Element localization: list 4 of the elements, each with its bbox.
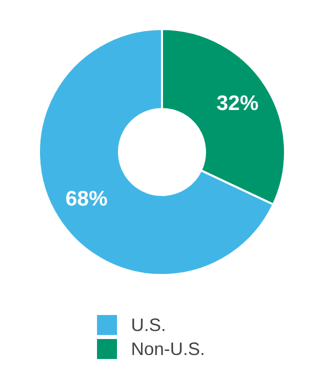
legend-label: Non-U.S. bbox=[131, 338, 206, 360]
data-label: 32% bbox=[216, 92, 259, 115]
legend-label: U.S. bbox=[131, 314, 166, 336]
data-label: 68% bbox=[65, 188, 108, 211]
